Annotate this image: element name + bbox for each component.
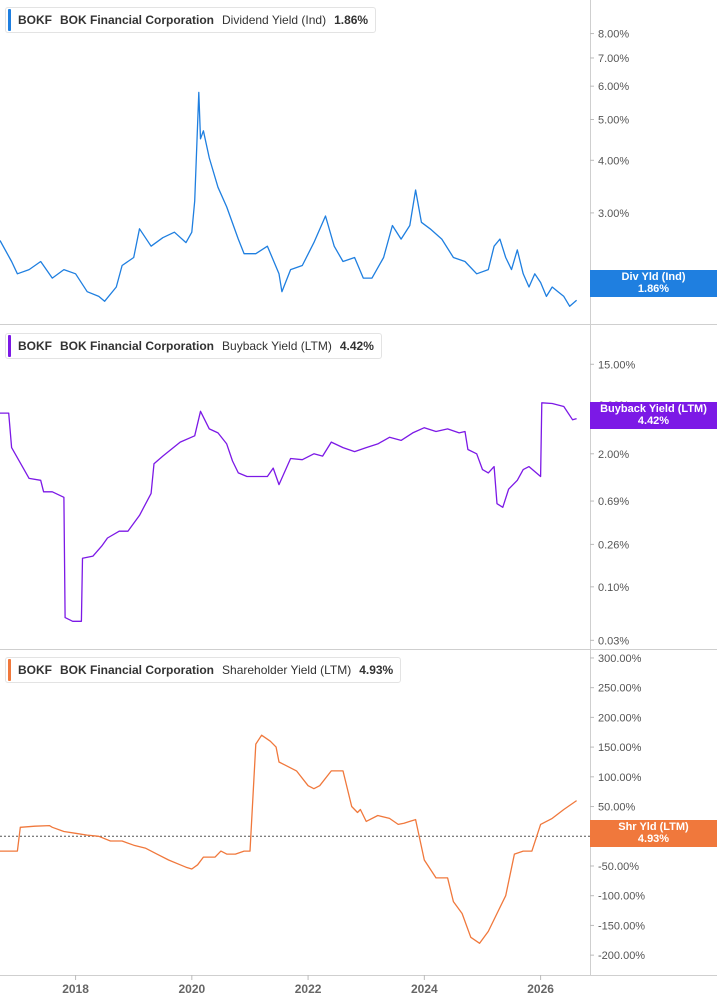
current-value-badge-buyback: Buyback Yield (LTM) 4.42% [590, 402, 717, 429]
company-name: BOK Financial Corporation [60, 339, 215, 353]
metric-name: Buyback Yield (LTM) [222, 339, 332, 353]
y-tick-label: -150.00% [598, 920, 645, 932]
y-tick-label: 6.00% [598, 81, 629, 93]
y-tick-label: 4.00% [598, 155, 629, 167]
metric-value: 4.93% [359, 663, 394, 677]
y-tick-label: 300.00% [598, 653, 642, 665]
badge-label: Shr Yld (LTM) [618, 821, 689, 833]
y-tick-label: 50.00% [598, 802, 636, 814]
y-tick-label: 0.10% [598, 582, 629, 594]
x-tick-label: 2026 [527, 982, 554, 996]
y-tick-label: -50.00% [598, 861, 639, 873]
legend-panel-2: BOKF BOK Financial Corporation Buyback Y… [5, 333, 382, 359]
current-value-badge-shareholder: Shr Yld (LTM) 4.93% [590, 820, 717, 847]
y-tick-label: 0.03% [598, 635, 629, 647]
y-tick-label: 100.00% [598, 772, 642, 784]
y-tick-label: 0.69% [598, 496, 629, 508]
y-tick-label: 250.00% [598, 683, 642, 695]
y-tick-label: 2.00% [598, 449, 629, 461]
ticker: BOKF [18, 339, 52, 353]
y-tick-label: 15.00% [598, 359, 636, 371]
y-tick-label: -100.00% [598, 891, 645, 903]
metric-value: 1.86% [334, 13, 369, 27]
metric-name: Shareholder Yield (LTM) [222, 663, 352, 677]
y-tick-label: 200.00% [598, 712, 642, 724]
series-color-swatch [8, 9, 11, 31]
metric-name: Dividend Yield (Ind) [222, 13, 327, 27]
metric-value: 4.42% [339, 339, 374, 353]
badge-value: 1.86% [637, 283, 670, 295]
y-tick-label: 3.00% [598, 208, 629, 220]
ticker: BOKF [18, 663, 52, 677]
legend-panel-3: BOKF BOK Financial Corporation Sharehold… [5, 657, 402, 683]
series-line [0, 734, 577, 944]
y-tick-label: -200.00% [598, 950, 645, 962]
badge-label: Buyback Yield (LTM) [600, 403, 707, 415]
y-tick-label: 0.26% [598, 539, 629, 551]
y-tick-label: 8.00% [598, 29, 629, 41]
company-name: BOK Financial Corporation [60, 663, 215, 677]
company-name: BOK Financial Corporation [60, 13, 215, 27]
x-tick-label: 2018 [62, 982, 89, 996]
series-line [0, 402, 577, 622]
legend-panel-1: BOKF BOK Financial Corporation Dividend … [5, 7, 377, 33]
x-tick-label: 2020 [178, 982, 205, 996]
y-tick-label: 5.00% [598, 114, 629, 126]
current-value-badge-dividend: Div Yld (Ind) 1.86% [590, 270, 717, 297]
ticker: BOKF [18, 13, 52, 27]
badge-value: 4.42% [637, 415, 670, 427]
x-tick-label: 2022 [295, 982, 322, 996]
x-tick-label: 2024 [411, 982, 438, 996]
series-color-swatch [8, 659, 11, 681]
series-line [0, 91, 578, 307]
y-tick-label: 150.00% [598, 742, 642, 754]
y-tick-label: 7.00% [598, 53, 629, 65]
series-color-swatch [8, 335, 11, 357]
badge-label: Div Yld (Ind) [621, 271, 686, 283]
badge-value: 4.93% [637, 833, 670, 845]
